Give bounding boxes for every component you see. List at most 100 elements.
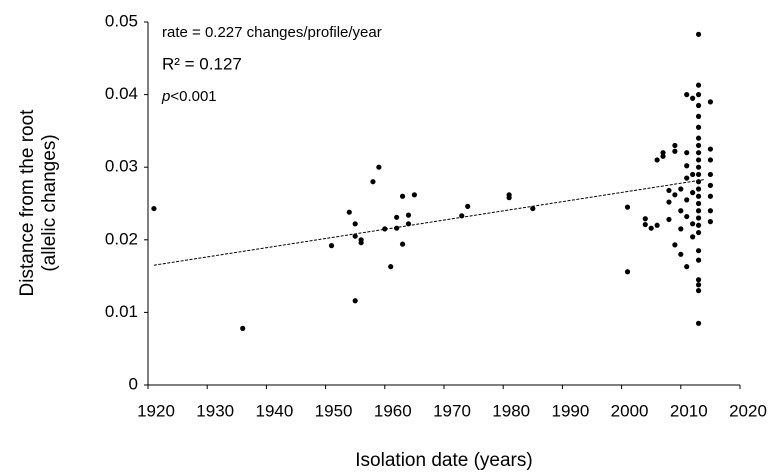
- point: [394, 214, 400, 220]
- x-tick-label: 1990: [551, 401, 589, 420]
- point: [690, 95, 696, 101]
- point: [684, 213, 690, 220]
- x-tick-label: 1920: [137, 401, 175, 420]
- point: [654, 157, 660, 163]
- point: [684, 197, 690, 203]
- y-axis-label: Distance from the root (allelic changes): [17, 109, 60, 297]
- y-tick-label: 0.05: [105, 11, 138, 30]
- point: [624, 204, 631, 210]
- point: [695, 150, 702, 156]
- point: [690, 234, 696, 240]
- point: [624, 269, 631, 275]
- point: [352, 233, 358, 239]
- point: [684, 150, 690, 156]
- point: [695, 193, 702, 199]
- point: [695, 179, 702, 185]
- point: [654, 222, 660, 228]
- annotation: R² = 0.127: [162, 54, 242, 73]
- point: [358, 240, 364, 246]
- trend-line: [153, 179, 705, 266]
- point: [695, 113, 702, 119]
- point: [394, 225, 400, 231]
- x-tick-label: 2020: [729, 401, 767, 420]
- point: [690, 171, 696, 178]
- point: [695, 288, 702, 294]
- p-value: p<0.001: [161, 88, 217, 105]
- point: [695, 171, 702, 178]
- point: [707, 99, 714, 105]
- point: [695, 82, 702, 88]
- point: [376, 164, 382, 170]
- point: [678, 251, 684, 257]
- point: [672, 142, 678, 149]
- point: [151, 205, 157, 212]
- point: [672, 192, 678, 198]
- point: [506, 195, 512, 201]
- point: [678, 226, 684, 232]
- point: [695, 186, 702, 192]
- x-tick-label: 1970: [433, 401, 471, 420]
- point: [678, 186, 684, 192]
- point: [240, 325, 246, 331]
- x-tick-label: 1980: [492, 401, 530, 420]
- point: [399, 193, 406, 199]
- point: [666, 187, 672, 194]
- p-symbol: p: [161, 88, 170, 105]
- point: [660, 150, 666, 156]
- point: [707, 193, 714, 199]
- point: [690, 190, 696, 196]
- point: [695, 248, 702, 254]
- point: [672, 148, 678, 154]
- point: [465, 203, 471, 210]
- point: [388, 264, 394, 270]
- point: [707, 182, 714, 188]
- point: [695, 320, 702, 326]
- y-tick-label: 0.01: [105, 302, 138, 321]
- point: [695, 135, 702, 141]
- point: [405, 221, 412, 227]
- annotation: rate = 0.227 changes/profile/year: [162, 24, 382, 41]
- point: [459, 213, 465, 219]
- y-tick-label: 0.04: [105, 84, 138, 103]
- point: [695, 157, 702, 163]
- point: [684, 163, 690, 169]
- point: [642, 221, 648, 228]
- point: [695, 277, 702, 283]
- point: [695, 102, 702, 109]
- point: [695, 92, 702, 98]
- point: [672, 242, 678, 248]
- point: [382, 226, 388, 232]
- y-tick-label: 0.02: [105, 229, 138, 248]
- p-text: <0.001: [170, 88, 216, 105]
- x-axis-label: Isolation date (years): [355, 450, 532, 471]
- point: [411, 192, 417, 198]
- point: [660, 153, 666, 159]
- point: [642, 216, 648, 222]
- point: [695, 142, 702, 149]
- x-tick-label: 1940: [255, 401, 293, 420]
- x-tick-label: 1930: [196, 401, 234, 420]
- point: [695, 222, 702, 228]
- point: [695, 208, 702, 214]
- x-tick-label: 2000: [611, 401, 649, 420]
- point: [666, 216, 672, 223]
- point: [328, 243, 335, 249]
- point: [399, 241, 406, 247]
- point: [405, 212, 412, 218]
- point: [695, 200, 702, 207]
- point: [707, 146, 714, 152]
- y-axis-label-line: Distance from the root: [17, 109, 38, 297]
- x-tick-label: 2010: [670, 401, 708, 420]
- point: [370, 179, 376, 185]
- point: [695, 229, 702, 236]
- x-tick-label: 1960: [374, 401, 412, 420]
- point: [707, 157, 714, 163]
- point: [648, 225, 654, 231]
- y-tick-label: 0: [129, 374, 138, 393]
- point: [678, 208, 684, 214]
- point: [352, 298, 358, 304]
- point: [695, 164, 702, 170]
- point: [690, 221, 696, 227]
- point: [684, 264, 690, 270]
- point: [707, 208, 714, 214]
